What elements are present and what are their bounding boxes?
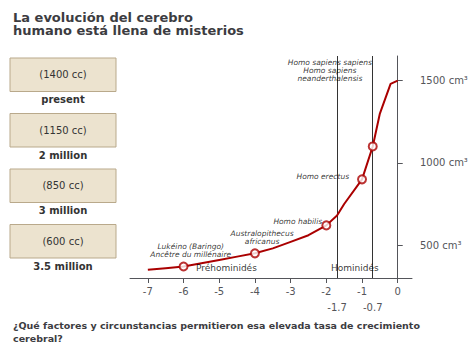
- svg-text:2 million: 2 million: [39, 150, 88, 161]
- svg-text:-5: -5: [214, 286, 224, 297]
- svg-text:(1400 cc): (1400 cc): [39, 69, 87, 80]
- svg-text:humano está llena de misterios: humano está llena de misterios: [13, 23, 244, 38]
- svg-text:-1: -1: [357, 286, 367, 297]
- svg-text:(1150 cc): (1150 cc): [39, 125, 87, 136]
- svg-text:500 cm³: 500 cm³: [420, 240, 462, 251]
- svg-text:3.5 million: 3.5 million: [33, 261, 92, 272]
- svg-text:-3: -3: [286, 286, 296, 297]
- svg-text:1000 cm³: 1000 cm³: [420, 157, 468, 168]
- svg-text:0: 0: [395, 286, 401, 297]
- svg-text:cerebral?: cerebral?: [13, 333, 63, 344]
- svg-text:Hominidés: Hominidés: [331, 263, 379, 273]
- svg-text:Préhominidés: Préhominidés: [196, 263, 257, 273]
- svg-text:-2: -2: [321, 286, 331, 297]
- svg-text:-4: -4: [250, 286, 260, 297]
- svg-text:-1.7: -1.7: [327, 302, 347, 313]
- svg-text:La evolución del cerebro: La evolución del cerebro: [13, 10, 193, 25]
- svg-text:Homo erectus: Homo erectus: [296, 172, 349, 181]
- svg-text:africanus: africanus: [245, 237, 280, 246]
- svg-text:-0.7: -0.7: [363, 302, 383, 313]
- svg-text:1500 cm³: 1500 cm³: [420, 75, 468, 86]
- svg-text:Homo sapiens sapiens: Homo sapiens sapiens: [287, 58, 372, 68]
- svg-text:-6: -6: [179, 286, 189, 297]
- svg-text:neanderthalensis: neanderthalensis: [297, 74, 362, 83]
- svg-text:Homo sapiens: Homo sapiens: [303, 66, 357, 76]
- svg-text:Ancêtre du millénaire: Ancêtre du millénaire: [149, 250, 231, 259]
- svg-text:3 million: 3 million: [39, 205, 88, 216]
- svg-text:-7: -7: [143, 286, 153, 297]
- svg-text:Homo habilis: Homo habilis: [273, 217, 322, 226]
- svg-text:Lukéino (Baringo): Lukéino (Baringo): [157, 242, 224, 252]
- svg-text:Australopithecus: Australopithecus: [230, 228, 294, 238]
- svg-text:(850 cc): (850 cc): [42, 180, 83, 191]
- svg-text:¿Qué factores y circunstancias: ¿Qué factores y circunstancias permitier…: [13, 320, 420, 331]
- svg-text:present: present: [41, 94, 85, 105]
- svg-text:(600 cc): (600 cc): [42, 236, 83, 247]
